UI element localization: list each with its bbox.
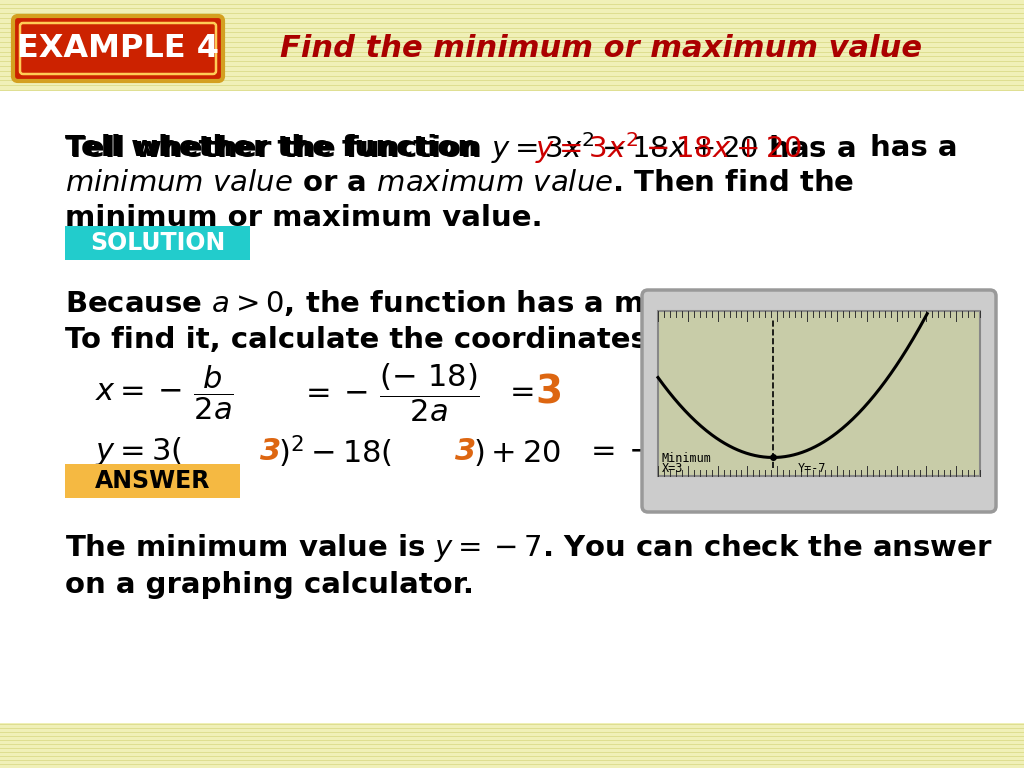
Text: $= -\,\dfrac{(-\ 18)}{2a}$: $= -\,\dfrac{(-\ 18)}{2a}$ (300, 362, 480, 424)
Text: ANSWER: ANSWER (95, 469, 210, 493)
Bar (65, 464, 240, 498)
Text: 3: 3 (455, 438, 476, 466)
Text: SOLUTION: SOLUTION (90, 231, 225, 255)
Text: $) + 20$: $) + 20$ (473, 436, 561, 468)
Text: on a graphing calculator.: on a graphing calculator. (65, 571, 474, 599)
Text: =: = (510, 379, 536, 408)
Text: EXAMPLE 4: EXAMPLE 4 (17, 33, 219, 64)
Text: X=3: X=3 (662, 462, 683, 475)
Bar (0, 90, 1024, 723)
Text: $y = 3x^2 - 18x + 20$: $y = 3x^2 - 18x + 20$ (535, 130, 803, 166)
Text: The minimum value is $y = -7$. You can check the answer: The minimum value is $y = -7$. You can c… (65, 532, 993, 564)
Bar (658, 311, 980, 476)
FancyBboxPatch shape (13, 16, 223, 81)
Bar (65, 226, 250, 260)
Text: $= -7$: $= -7$ (585, 438, 679, 466)
Text: 3: 3 (260, 438, 282, 466)
Text: has a: has a (870, 134, 957, 162)
Text: $\mathit{minimum\ value}$ or a $\mathit{maximum\ value}$. Then find the: $\mathit{minimum\ value}$ or a $\mathit{… (65, 169, 854, 197)
Text: Y=-7: Y=-7 (798, 462, 826, 475)
Text: Find the minimum or maximum value: Find the minimum or maximum value (280, 34, 922, 63)
Text: minimum or maximum value.: minimum or maximum value. (65, 204, 543, 232)
Bar (0, 0, 1024, 90)
Text: Tell whether the function $y = 3x^2 - 18x + 20$ has a: Tell whether the function $y = 3x^2 - 18… (65, 130, 856, 166)
FancyBboxPatch shape (642, 290, 996, 512)
Bar (0, 723, 1024, 768)
Text: $y = 3($: $y = 3($ (95, 435, 182, 468)
Text: Because $a > 0$, the function has a minimum value.: Because $a > 0$, the function has a mini… (65, 288, 876, 318)
Text: $x = -\,\dfrac{b}{2a}$: $x = -\,\dfrac{b}{2a}$ (95, 364, 233, 422)
Text: 3: 3 (535, 374, 562, 412)
Text: Minimum: Minimum (662, 452, 712, 465)
Text: $)^2 - 18($: $)^2 - 18($ (278, 434, 392, 470)
Text: To find it, calculate the coordinates of the vertex.: To find it, calculate the coordinates of… (65, 326, 882, 354)
Text: Tell whether the function: Tell whether the function (65, 134, 488, 162)
